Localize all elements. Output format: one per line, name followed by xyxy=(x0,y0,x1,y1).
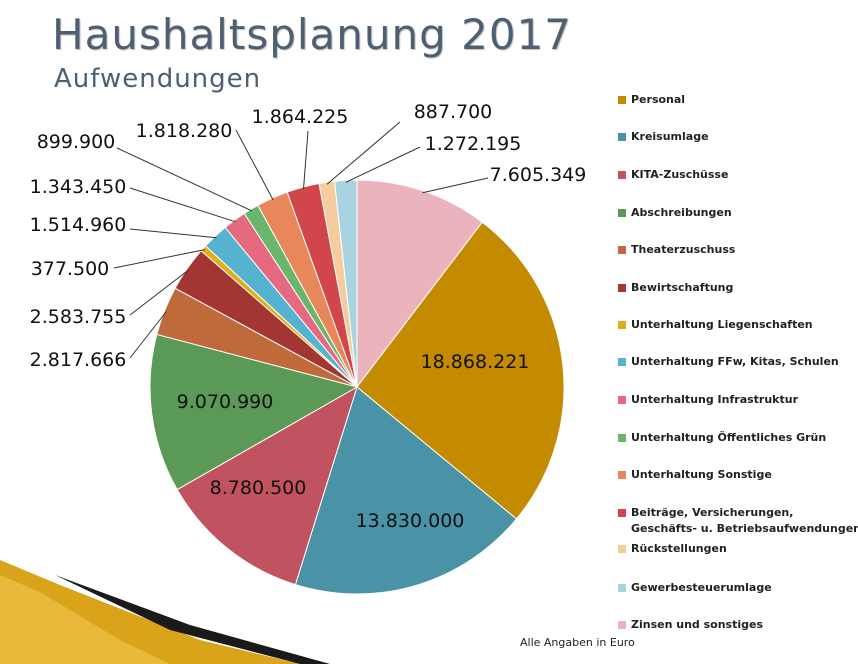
leader-line-8 xyxy=(129,228,217,239)
legend-swatch xyxy=(618,96,626,104)
legend-label: Unterhaltung Liegenschaften xyxy=(631,318,813,331)
leader-line-9 xyxy=(129,187,236,223)
legend-swatch xyxy=(618,396,626,404)
data-labels: 7.605.349 18.868.221 13.830.000 8.780.500 9.… xyxy=(30,101,587,532)
legend-swatch xyxy=(618,434,626,442)
legend-label: Personal xyxy=(631,93,686,106)
legend-label: Abschreibungen xyxy=(631,206,732,219)
legend-label: Beiträge, Versicherungen, Geschäfts- u. … xyxy=(631,506,858,535)
legend-label: Theaterzuschuss xyxy=(631,243,736,256)
legend-swatch xyxy=(618,471,626,479)
legend-label: Bewirtschaftung xyxy=(631,281,734,294)
data-label-2: 13.830.000 xyxy=(356,510,465,532)
legend-label: Gewerbesteuerumlage xyxy=(631,581,772,594)
legend-label: Unterhaltung FFw, Kitas, Schulen xyxy=(631,355,839,368)
pie-slice-4 xyxy=(149,333,359,491)
leader-line-13 xyxy=(326,121,401,185)
legend-swatch xyxy=(618,133,626,141)
legend-swatch xyxy=(618,284,626,292)
legend-label: Zinsen und sonstiges xyxy=(631,618,764,631)
data-label-1: 18.868.221 xyxy=(421,351,530,373)
data-label-8: 1.514.960 xyxy=(30,214,127,236)
legend-label: Unterhaltung Sonstige xyxy=(631,468,772,481)
data-label-10: 899.900 xyxy=(37,131,116,153)
legend-swatch xyxy=(618,246,626,254)
leader-line-7 xyxy=(113,249,205,269)
legend-swatch xyxy=(618,545,626,553)
leader-line-6 xyxy=(129,269,190,316)
legend-swatch xyxy=(618,209,626,217)
pie-slices xyxy=(149,179,565,595)
legend-swatch xyxy=(618,584,626,592)
legend-label: Kreisumlage xyxy=(631,130,709,143)
data-label-12: 1.864.225 xyxy=(252,106,349,128)
leader-line-15 xyxy=(422,177,489,194)
data-label-11: 1.818.280 xyxy=(136,120,233,142)
pie-slice-3 xyxy=(176,385,358,586)
legend-swatch xyxy=(618,621,626,629)
legend-label: KITA-Zuschüsse xyxy=(631,168,729,181)
legend-swatch xyxy=(618,321,626,329)
legend-label: Unterhaltung Öffentliches Grün xyxy=(631,431,827,444)
legend-label: Rückstellungen xyxy=(631,542,727,555)
legend-swatch xyxy=(618,509,626,517)
data-label-13: 887.700 xyxy=(414,101,493,123)
pie-slice-1 xyxy=(356,221,565,520)
leader-line-14 xyxy=(345,146,421,183)
legend-label: Unterhaltung Infrastruktur xyxy=(631,393,799,406)
legend-swatch xyxy=(618,358,626,366)
leader-line-5 xyxy=(129,311,167,359)
leader-line-11 xyxy=(235,129,274,201)
footnote: Alle Angaben in Euro xyxy=(520,636,635,649)
data-label-3: 8.780.500 xyxy=(210,477,307,499)
data-label-9: 1.343.450 xyxy=(30,176,127,198)
data-label-6: 2.583.755 xyxy=(30,306,127,328)
chart-title: Haushaltsplanung 2017 xyxy=(52,10,573,59)
data-label-5: 2.817.666 xyxy=(30,349,127,371)
pie-slice-2 xyxy=(294,386,518,595)
data-label-7: 377.500 xyxy=(31,258,110,280)
leader-line-12 xyxy=(303,130,309,190)
leader-lines xyxy=(113,121,489,359)
pie-slice-14 xyxy=(333,179,358,388)
data-label-15: 7.605.349 xyxy=(490,164,587,186)
pie-slice-15 xyxy=(356,179,483,389)
leader-line-10 xyxy=(116,147,253,212)
data-label-4: 9.070.990 xyxy=(177,391,274,413)
gold-ribbon-highlight xyxy=(0,575,170,664)
chart-subtitle: Aufwendungen xyxy=(54,64,262,94)
legend-swatch xyxy=(618,171,626,179)
data-label-14: 1.272.195 xyxy=(425,133,522,155)
